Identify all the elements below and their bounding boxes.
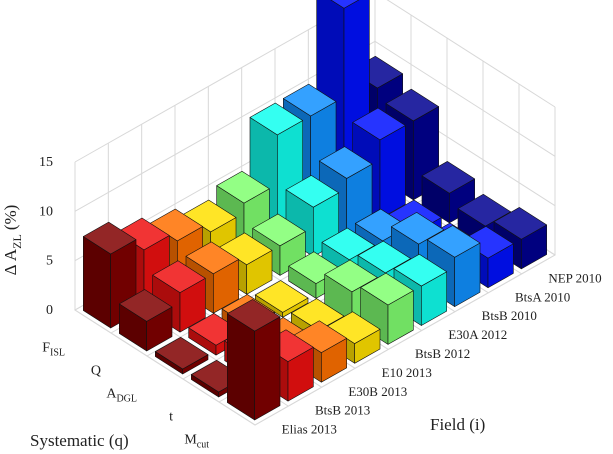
bar-top [427, 225, 481, 258]
grid-line [74, 40, 556, 212]
bar-top [393, 253, 447, 287]
bar-top [319, 146, 373, 179]
x-tick-label: BtsA 2010 [515, 289, 570, 304]
y-tick-label: ADGL [106, 387, 137, 405]
bar [421, 161, 475, 224]
bar-side [227, 313, 255, 421]
y-tick-main: t [169, 410, 173, 425]
floor-grid [74, 309, 256, 426]
y-tick-sub: cut [197, 440, 209, 451]
x-tick-label: BtsB 2010 [482, 308, 537, 323]
bar-top [324, 259, 378, 293]
x-tick-label: E10 2013 [382, 365, 432, 380]
bar [255, 280, 309, 318]
y-tick-main: A [106, 387, 117, 402]
bar-top [252, 213, 306, 247]
grid-line [74, 0, 556, 163]
bar-top [457, 193, 511, 227]
bar-top [391, 212, 445, 245]
bar-front [254, 316, 281, 421]
bar-top [283, 83, 337, 117]
bar-top [285, 175, 339, 208]
y-tick-label: Q [91, 364, 101, 379]
bar-top [352, 107, 406, 141]
bar-top [357, 240, 411, 274]
x-tick-label: BtsB 2012 [415, 346, 470, 361]
bar [227, 299, 281, 421]
bar-top [83, 221, 137, 255]
bar-top [330, 0, 360, 9]
y-tick-main: M [184, 433, 197, 448]
x-axis-label: Field (i) [430, 415, 485, 434]
z-label-unit: (%) [1, 205, 20, 230]
bar-top [291, 298, 345, 331]
x-tick-label: E30B 2013 [348, 384, 407, 399]
bar-top [119, 289, 173, 322]
bar [219, 232, 273, 295]
bar-top [255, 280, 309, 313]
bar-top [360, 272, 414, 306]
bar-top [185, 241, 239, 275]
bar-top [227, 299, 281, 332]
y-tick-sub: DGL [116, 394, 137, 405]
floor-grid [254, 254, 556, 426]
y-tick-main: Q [91, 364, 101, 379]
bar-top [321, 227, 375, 261]
bar-front [379, 125, 406, 220]
x-tick-label: NEP 2010 [548, 270, 601, 285]
y-axis-label: Systematic (q) [30, 431, 129, 450]
y-tick-label: Mcut [184, 433, 209, 451]
z-label-main: Δ A [1, 248, 20, 275]
bar-top [155, 336, 209, 370]
y-tick-main: F [42, 341, 50, 356]
z-axis-label: Δ AZL (%) [1, 205, 24, 276]
bar-top [421, 161, 475, 194]
bar-top [152, 260, 206, 293]
y-tick-label: FISL [42, 341, 65, 359]
bar [155, 336, 209, 375]
y-tick-sub: ISL [50, 348, 65, 359]
bar-top [249, 102, 303, 136]
bar-top [216, 170, 270, 204]
z-tick-label: 0 [46, 303, 53, 318]
z-tick-label: 5 [46, 254, 53, 269]
x-tick-label: E30A 2012 [448, 327, 507, 342]
z-tick-label: 10 [39, 204, 53, 219]
y-tick-label: t [169, 410, 173, 425]
x-tick-label: BtsB 2013 [315, 403, 370, 418]
bar-top [493, 207, 547, 240]
z-tick-label: 15 [39, 155, 53, 170]
bar-top [385, 88, 439, 122]
z-label-sub: ZL [10, 234, 24, 249]
bar [119, 289, 173, 352]
x-tick-label: Elias 2013 [282, 422, 337, 437]
